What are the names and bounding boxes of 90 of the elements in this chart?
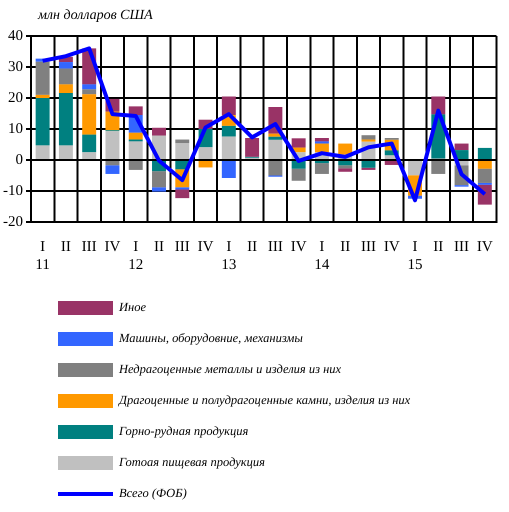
bar xyxy=(58,68,73,84)
bar xyxy=(198,147,213,159)
y-tick-label: 40 xyxy=(8,28,23,44)
bar xyxy=(175,140,190,144)
bar xyxy=(58,145,73,159)
bar xyxy=(58,62,73,69)
bar xyxy=(478,148,492,159)
x-tick-label: I 15 xyxy=(408,238,423,273)
bar xyxy=(222,136,236,159)
bar xyxy=(198,161,213,168)
bar xyxy=(105,165,120,174)
x-tick-label: IV xyxy=(476,238,493,255)
bar xyxy=(105,131,120,159)
bar xyxy=(105,161,120,166)
x-tick-label: I 13 xyxy=(221,238,236,273)
bar xyxy=(314,144,329,152)
x-tick-label: II xyxy=(247,238,258,255)
legend-label: Драгоценные и полудрагоценные камни, изделия из них xyxy=(119,393,410,408)
bar xyxy=(222,126,236,136)
bar xyxy=(408,161,422,176)
bar xyxy=(361,135,376,140)
bar xyxy=(152,171,166,188)
bar xyxy=(82,89,96,94)
x-tick-label: I 11 xyxy=(35,238,50,273)
bar xyxy=(478,161,492,169)
bar xyxy=(175,189,190,198)
legend-label: Всего (ФОБ) xyxy=(119,486,187,501)
x-tick-label: III xyxy=(360,238,376,255)
bar xyxy=(36,145,50,159)
bar xyxy=(245,138,260,157)
x-tick-label: IV xyxy=(384,238,400,255)
y-tick-label: 30 xyxy=(8,58,23,75)
x-tick-label: III xyxy=(268,238,283,255)
legend-label: Горно-рудная продукция xyxy=(119,424,248,439)
bar xyxy=(268,161,282,176)
x-tick-label: IV xyxy=(198,238,214,255)
bar xyxy=(338,161,352,166)
x-tick-label: II xyxy=(340,238,350,255)
chart-subtitle: млн долларов США xyxy=(38,8,153,24)
bar xyxy=(292,168,306,181)
x-tick-label: III xyxy=(174,238,190,255)
bar xyxy=(36,94,50,98)
bar xyxy=(314,163,329,174)
bar xyxy=(82,94,96,135)
x-tick-label: III xyxy=(82,238,97,255)
x-tick-label: I 12 xyxy=(128,238,144,273)
bar xyxy=(82,152,96,159)
x-tick-label: II xyxy=(60,238,71,255)
x-tick-label: IV xyxy=(104,238,121,255)
bar xyxy=(268,140,282,159)
bar xyxy=(292,138,306,148)
legend-label: Машины, оборудовние, механизмы xyxy=(119,331,303,346)
bar xyxy=(175,143,190,159)
y-tick-label: -10 xyxy=(2,182,23,199)
x-tick-label: I 14 xyxy=(314,238,330,273)
bar xyxy=(268,136,282,140)
bar xyxy=(128,161,143,170)
bar xyxy=(314,141,329,144)
legend-label: Недрагоценные металлы и изделия из них xyxy=(119,362,342,377)
bar xyxy=(36,98,50,146)
bar xyxy=(36,62,50,95)
legend-label: Иное xyxy=(119,300,146,315)
y-tick-label: 0 xyxy=(15,152,23,168)
bar xyxy=(222,96,236,116)
bar xyxy=(338,168,352,172)
bar xyxy=(338,165,352,168)
x-tick-label: II xyxy=(154,238,164,255)
x-tick-label: IV xyxy=(290,238,307,255)
bar xyxy=(82,84,96,90)
bar xyxy=(384,161,399,165)
bar xyxy=(152,128,166,136)
bar xyxy=(128,141,143,159)
bar xyxy=(128,132,143,140)
x-tick-label: II xyxy=(433,238,444,255)
bar xyxy=(454,144,469,150)
y-tick-label: -20 xyxy=(2,214,23,230)
x-tick-label: III xyxy=(454,238,470,255)
y-tick-label: 20 xyxy=(8,90,23,106)
bar xyxy=(58,84,73,94)
legend-label: Готоая пищевая продукция xyxy=(119,455,265,470)
bar xyxy=(58,93,73,146)
bar xyxy=(152,187,166,192)
bar xyxy=(431,161,446,174)
bar xyxy=(361,161,376,168)
bar xyxy=(82,134,96,152)
bar xyxy=(222,161,236,178)
bar xyxy=(338,144,352,154)
bar xyxy=(314,138,329,142)
y-tick-label: 10 xyxy=(8,120,23,137)
bar xyxy=(478,168,492,183)
